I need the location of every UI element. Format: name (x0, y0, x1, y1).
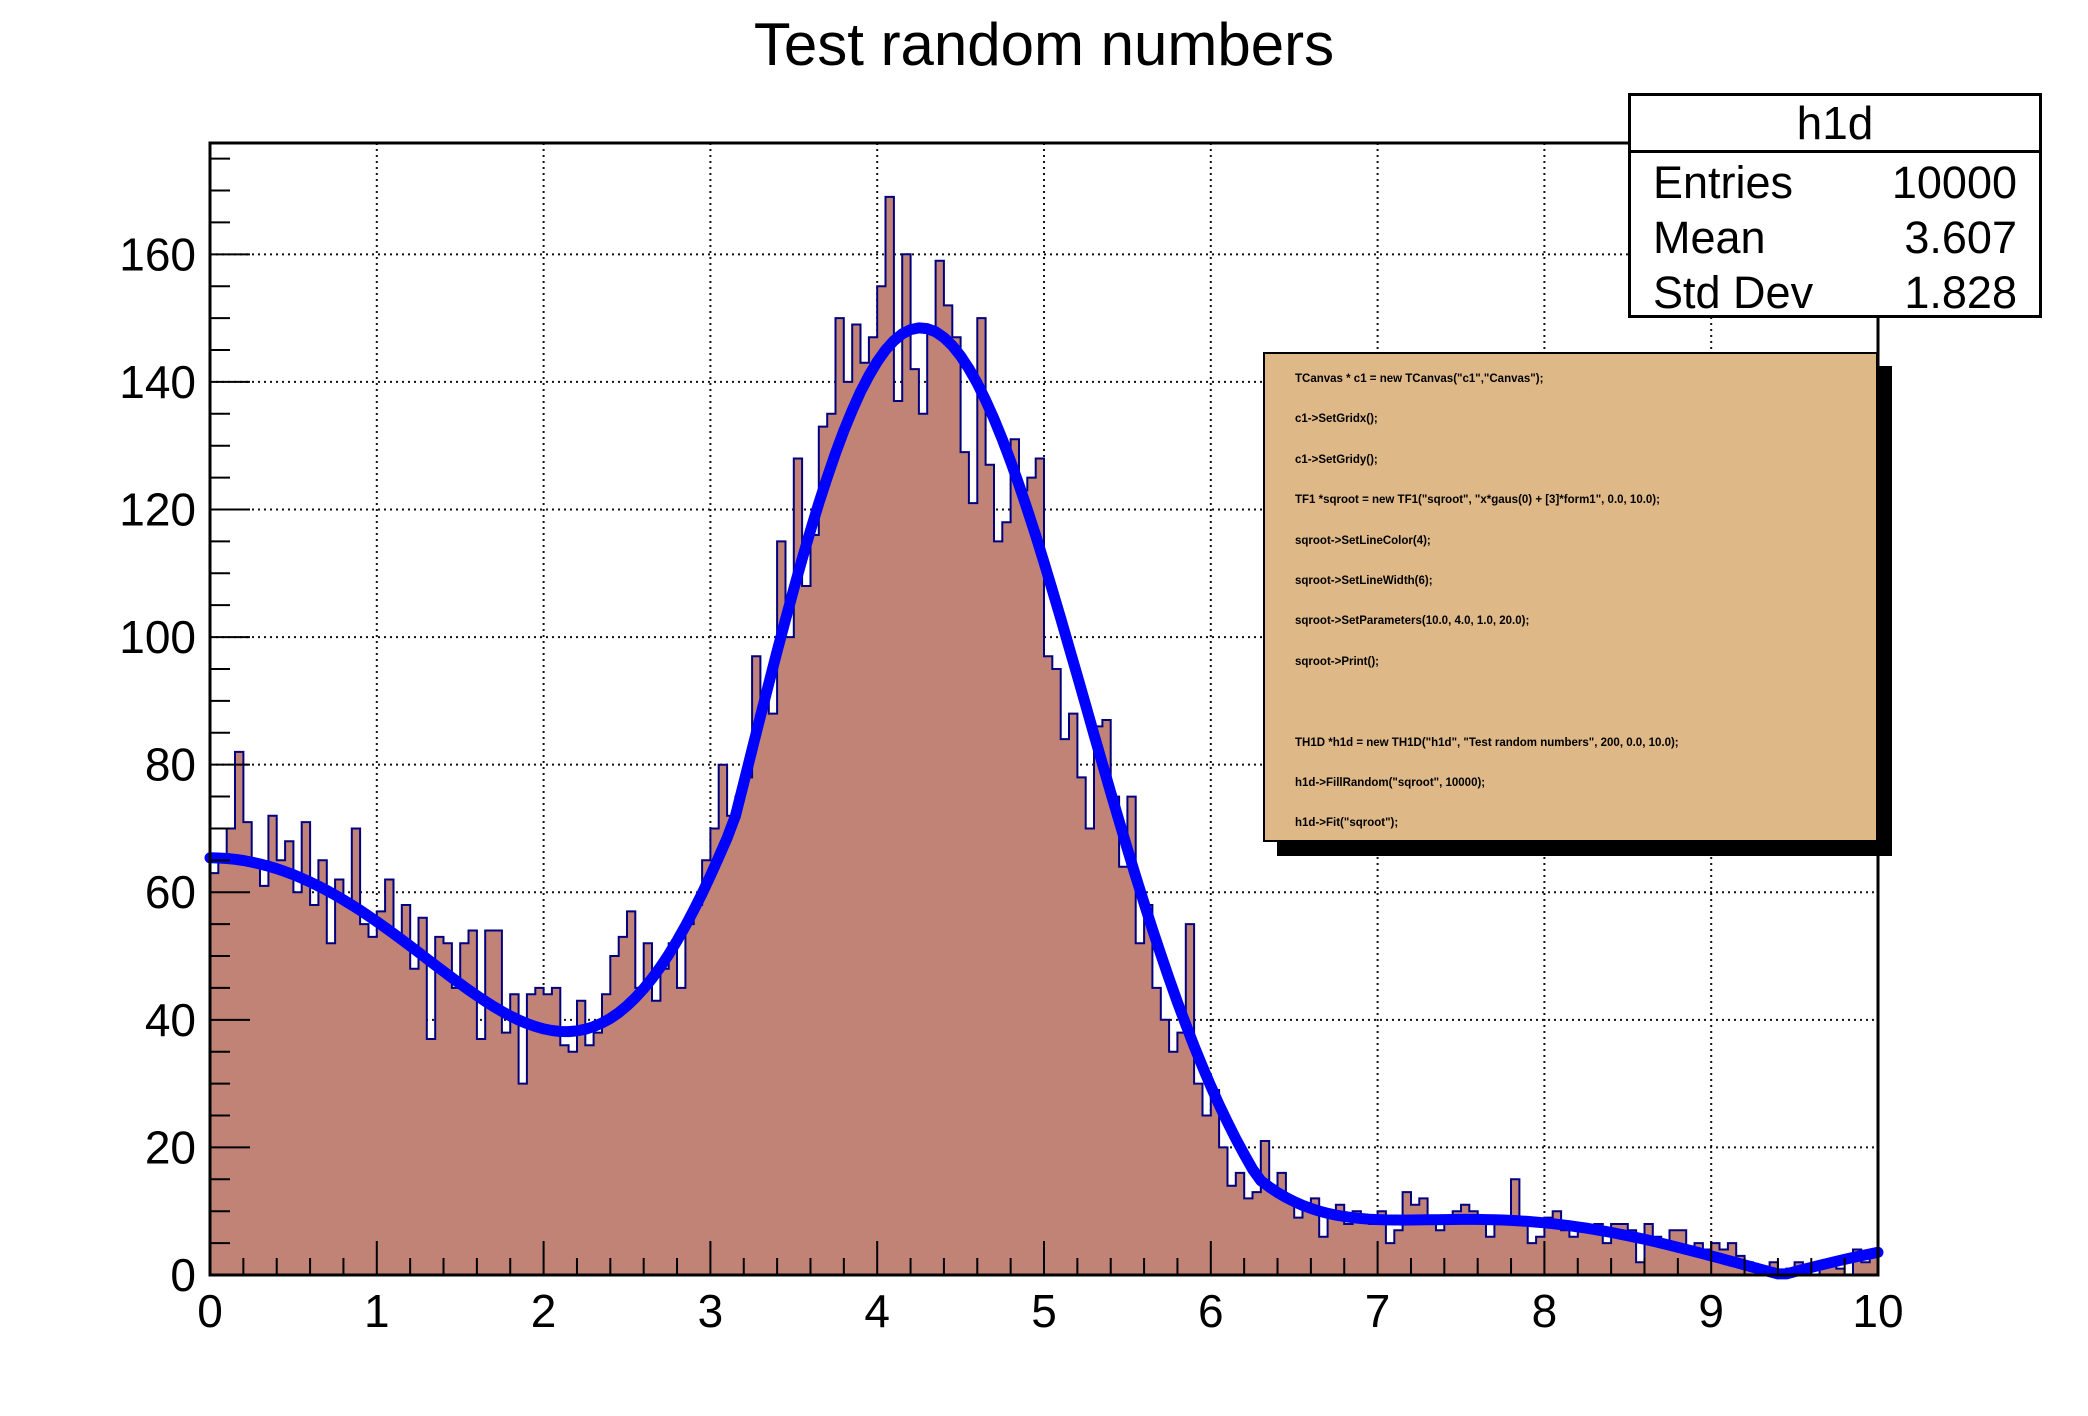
y-tick-label: 160 (119, 228, 196, 280)
code-line: c1->SetGridy(); (1295, 453, 1378, 466)
code-line: c1->SetGridx(); (1295, 413, 1378, 426)
stats-row-label: Mean (1653, 212, 1766, 263)
x-tick-label: 0 (197, 1285, 223, 1337)
code-line: TF1 *sqroot = new TF1("sqroot", "x*gaus(… (1295, 494, 1660, 507)
code-line: h1d->Fit("sqroot"); (1295, 817, 1399, 830)
code-line: sqroot->SetLineWidth(6); (1295, 574, 1433, 587)
x-tick-label: 4 (864, 1285, 890, 1337)
stats-box-title: h1d (1631, 96, 2039, 153)
y-tick-label: 40 (145, 994, 196, 1046)
x-tick-label: 6 (1198, 1285, 1224, 1337)
stats-row-value: 1.828 (1904, 267, 2017, 318)
stats-row: Std Dev 1.828 (1653, 265, 2017, 320)
x-tick-label: 8 (1532, 1285, 1558, 1337)
stats-box: h1d Entries 10000 Mean 3.607 Std Dev 1.828 (1628, 93, 2042, 318)
y-tick-label: 0 (170, 1249, 196, 1301)
fit-curve (204, 322, 1884, 1280)
stats-row-value: 10000 (1891, 157, 2017, 208)
x-tick-label: 9 (1698, 1285, 1724, 1337)
code-pave: TCanvas * c1 = new TCanvas("c1","Canvas"… (1263, 352, 1878, 842)
x-tick-label: 7 (1365, 1285, 1391, 1337)
y-tick-label: 60 (145, 866, 196, 918)
y-tick-label: 80 (145, 739, 196, 791)
y-tick-label: 140 (119, 356, 196, 408)
x-tick-label: 2 (531, 1285, 557, 1337)
y-tick-label: 100 (119, 611, 196, 663)
y-tick-label: 20 (145, 1121, 196, 1173)
axis-ticks (209, 157, 1879, 1276)
stats-row-value: 3.607 (1904, 212, 2017, 263)
code-line: sqroot->SetParameters(10.0, 4.0, 1.0, 20… (1295, 615, 1530, 628)
code-line: h1d->FillRandom("sqroot", 10000); (1295, 776, 1486, 789)
chart-title: Test random numbers (753, 11, 1335, 78)
stats-row: Mean 3.607 (1653, 210, 2017, 265)
x-tick-label: 10 (1852, 1285, 1903, 1337)
x-tick-label: 5 (1031, 1285, 1057, 1337)
code-line: TCanvas * c1 = new TCanvas("c1","Canvas"… (1295, 373, 1544, 385)
x-tick-label: 1 (364, 1285, 390, 1337)
stats-row-label: Entries (1653, 157, 1794, 208)
code-line: sqroot->Print(); (1295, 655, 1380, 668)
stats-box-rows: Entries 10000 Mean 3.607 Std Dev 1.828 (1631, 153, 2039, 320)
code-line: TH1D *h1d = new TH1D("h1d", "Test random… (1295, 736, 1679, 749)
x-tick-label: 3 (698, 1285, 724, 1337)
stats-row: Entries 10000 (1653, 155, 2017, 210)
code-line: sqroot->SetLineColor(4); (1295, 534, 1431, 547)
stats-row-label: Std Dev (1653, 267, 1814, 318)
y-tick-label: 120 (119, 483, 196, 535)
code-line (1265, 682, 1876, 722)
